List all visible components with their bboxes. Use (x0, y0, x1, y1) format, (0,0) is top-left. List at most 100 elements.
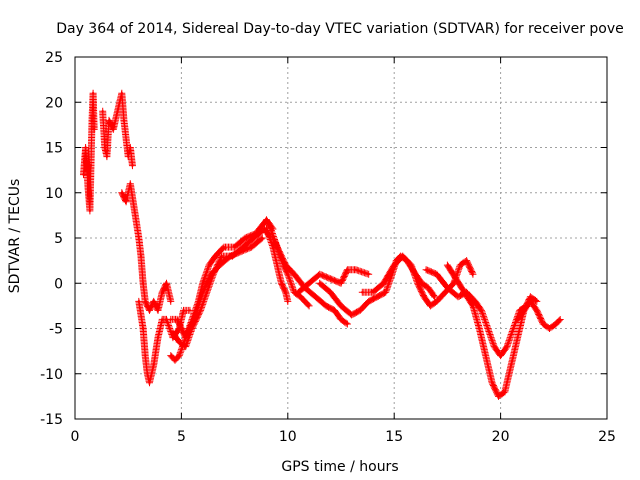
data-point (92, 128, 96, 131)
data-point (233, 245, 236, 249)
data-point (207, 263, 211, 267)
data-point (558, 318, 562, 321)
data-point (169, 300, 172, 303)
series-track-16 (514, 297, 564, 332)
data-point (444, 291, 447, 294)
data-point (471, 273, 475, 276)
series-track-3 (118, 180, 175, 314)
data-point (318, 282, 321, 285)
data-point (120, 92, 124, 95)
data-point (173, 358, 177, 362)
data-point (89, 164, 93, 167)
data-point (307, 304, 311, 308)
series-track-1 (80, 89, 98, 215)
data-point (252, 236, 255, 240)
data-point (271, 245, 275, 249)
data-point (324, 304, 328, 308)
data-point (446, 286, 449, 289)
data-point (490, 381, 494, 384)
y-tick-label: 15 (45, 141, 63, 157)
data-point (141, 282, 145, 285)
data-point (329, 291, 332, 294)
data-point (175, 318, 179, 321)
data-point (139, 254, 143, 258)
data-point (122, 119, 126, 122)
data-point (152, 300, 155, 303)
data-point (424, 268, 428, 271)
data-point (192, 318, 196, 321)
data-point (133, 209, 136, 213)
data-point (280, 282, 283, 285)
data-point (420, 282, 424, 285)
data-point (456, 295, 460, 299)
data-point (429, 304, 432, 308)
data-point (354, 268, 358, 271)
data-point (286, 300, 289, 303)
data-point (393, 263, 396, 267)
data-point (333, 309, 336, 312)
data-point (458, 263, 462, 267)
data-point (278, 250, 281, 253)
data-point (478, 327, 481, 330)
data-point (535, 309, 538, 312)
data-point (103, 146, 106, 149)
data-point (410, 263, 413, 267)
data-point (161, 291, 164, 294)
series-track-11 (294, 266, 373, 296)
data-point (144, 300, 147, 303)
series-markers (118, 180, 175, 314)
data-point (529, 295, 532, 299)
data-point (339, 318, 343, 321)
data-point (131, 164, 134, 167)
plot-frame (74, 56, 608, 420)
data-point (452, 282, 455, 285)
data-point (229, 254, 232, 258)
data-point (101, 110, 104, 113)
data-point (201, 291, 204, 294)
data-point (127, 155, 130, 158)
data-point (165, 318, 168, 321)
data-point (171, 331, 175, 335)
data-point (367, 273, 370, 276)
data-point (214, 254, 217, 258)
data-point (116, 110, 119, 113)
data-point (239, 250, 243, 253)
data-point (137, 236, 141, 240)
data-point (169, 318, 172, 321)
data-point (144, 354, 147, 357)
data-point (297, 291, 300, 294)
data-point (473, 300, 477, 303)
data-point (435, 273, 438, 276)
data-point (299, 295, 302, 299)
data-point (329, 277, 332, 280)
data-point (454, 277, 458, 280)
data-point (148, 309, 151, 312)
data-point (84, 146, 87, 149)
y-axis-label: SDTVAR / TECUs (7, 179, 23, 294)
data-point (493, 345, 496, 348)
y-tick-label: -10 (40, 367, 63, 383)
data-point (346, 322, 349, 326)
data-point (105, 155, 109, 158)
data-point (548, 327, 551, 330)
data-point (346, 268, 349, 271)
data-point (169, 354, 172, 357)
data-point (484, 354, 487, 357)
data-point (318, 273, 321, 276)
data-point (384, 291, 387, 294)
data-point (180, 327, 183, 330)
data-point (516, 318, 519, 321)
chart-title: Day 364 of 2014, Sidereal Day-to-day VTE… (56, 21, 624, 37)
data-point (141, 327, 145, 330)
x-tick-label: 25 (598, 429, 616, 445)
series-markers (80, 89, 98, 215)
series-track-7 (167, 234, 266, 364)
data-point (88, 209, 92, 213)
series-track-10 (263, 225, 292, 305)
data-point (371, 291, 375, 294)
data-point (124, 200, 128, 203)
series-markers (443, 261, 541, 400)
data-point (165, 282, 168, 285)
data-point (518, 309, 521, 312)
